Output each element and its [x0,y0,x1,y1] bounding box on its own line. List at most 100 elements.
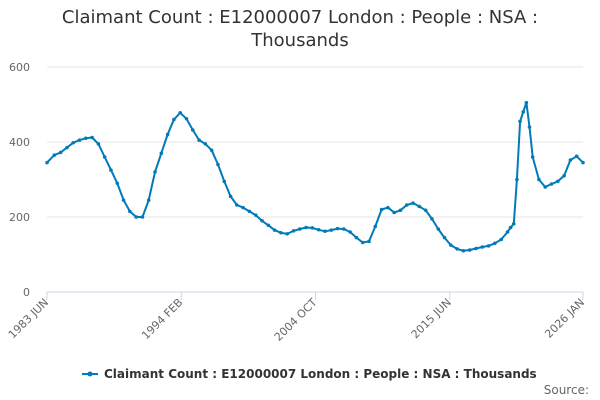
data-point [228,194,233,199]
x-tick-label: 1994 FEB [139,296,185,342]
data-point [367,239,371,244]
data-point [197,138,201,142]
legend-item-label[interactable]: Claimant Count : E12000007 London : Peop… [104,367,537,381]
x-tick-label: 2026 JAN [542,296,587,341]
data-point [272,228,277,232]
data-point [159,151,164,156]
data-point [508,225,513,230]
data-point [253,213,258,217]
data-point [52,153,57,157]
data-point [65,145,69,150]
data-point [348,230,352,234]
data-point [260,218,264,223]
data-point [279,230,283,235]
data-point [461,248,466,253]
data-point [304,225,308,230]
data-point [222,179,227,184]
data-point [449,243,453,247]
data-point [568,158,573,162]
data-point [329,228,334,232]
data-point [121,198,126,202]
y-tick-label: 0 [23,286,30,299]
data-point [342,227,346,231]
data-point [354,235,359,240]
data-point [310,226,315,230]
data-point [241,205,245,210]
data-point [191,128,195,132]
data-point [360,240,365,245]
data-point [266,223,271,228]
data-point [203,142,208,146]
data-point [71,140,76,145]
data-point [411,201,415,205]
data-point [518,119,522,124]
data-point [90,135,94,140]
data-point [386,205,390,210]
x-tick-label: 2015 JUN [409,296,454,341]
series-line [46,101,584,252]
data-point [543,185,548,189]
data-point [537,177,541,182]
data-point [521,110,526,114]
x-tick-label: 1983 JUN [6,296,51,341]
data-point [45,160,49,165]
data-point [84,136,88,141]
data-point [505,230,510,234]
data-point [556,179,560,184]
data-point [96,142,101,146]
data-point [574,154,579,159]
data-point [235,203,239,207]
data-point [474,246,478,251]
data-point [436,227,441,231]
data-point [455,247,459,251]
data-point [77,138,82,142]
data-point [527,125,532,129]
data-point [247,209,252,214]
data-point [467,248,472,252]
data-point [404,203,409,207]
x-tick-label: 2004 OCT [272,296,320,344]
data-point [102,155,107,159]
data-point [146,198,151,202]
data-point [499,237,503,242]
data-point [115,181,120,186]
data-point [486,244,491,248]
chart-title: Claimant Count : E12000007 London : Peop… [61,7,539,51]
data-point [153,170,157,174]
data-point [423,208,428,213]
data-point [515,177,519,182]
data-point [134,215,138,219]
data-point [335,226,340,231]
data-point [109,168,113,172]
data-point [128,209,132,214]
data-point [417,204,422,209]
data-point [184,116,189,121]
y-tick-label: 600 [9,61,30,74]
data-point [216,162,220,167]
data-point [442,235,447,240]
data-point [297,227,302,231]
data-point [511,221,516,226]
data-point [165,132,170,137]
data-point [530,155,535,159]
data-point [178,110,183,115]
data-point [379,207,384,212]
data-point [172,117,176,122]
data-point [392,210,396,215]
data-point [323,229,327,234]
data-point [398,208,403,213]
source-label: Source: [544,383,589,397]
data-point [524,100,529,105]
data-point [285,232,290,236]
data-point [480,245,485,249]
y-tick-label: 400 [9,136,30,149]
data-point [581,160,585,165]
data-point [58,150,63,155]
data-point [209,148,214,153]
legend-marker [87,371,93,377]
data-point [549,182,554,186]
data-point [562,173,566,178]
data-point [373,224,378,229]
